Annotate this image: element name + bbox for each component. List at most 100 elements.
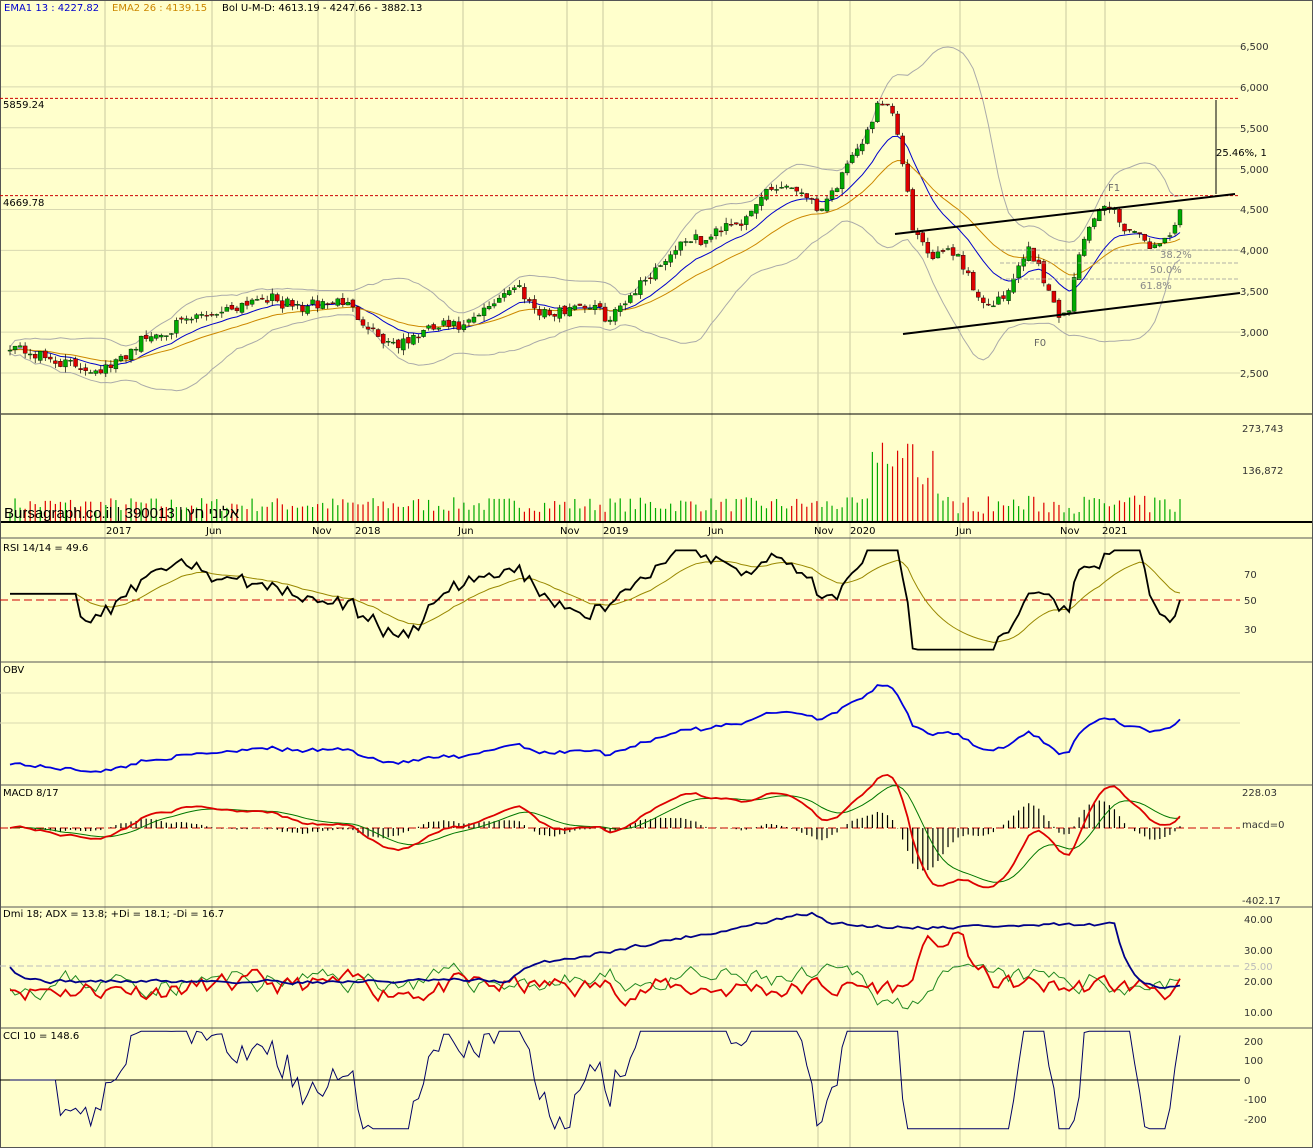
volume-bar [59,501,62,521]
volume-bar [392,503,394,521]
volume-bar [634,509,636,521]
volume-bar [876,462,879,521]
candle-body [280,300,285,309]
volume-bar [311,507,314,521]
volume-bar [95,511,97,521]
volume-bar [589,498,591,521]
volume-bar [735,498,737,521]
candle-body [254,299,260,301]
candle-body [264,300,270,303]
volume-bar [786,508,788,521]
cci-tick: 100 [1244,1056,1263,1067]
volume-bar [276,498,278,521]
volume-bar [155,498,157,521]
candle-body [224,307,230,312]
volume-bar [533,510,536,521]
candle-body [461,324,467,330]
candle-body [315,300,320,309]
candle-body [88,372,93,374]
candle-body [809,198,815,200]
price-panel [0,46,1241,392]
candle-body [638,280,643,295]
candle-body [128,348,134,360]
volume-bar [675,511,677,521]
volume-bar [165,506,167,521]
candle-body [123,355,129,360]
obv-title: OBV [3,665,24,676]
volume-bar [700,511,702,521]
volume-bar [488,498,490,521]
x-label: 2017 [106,526,131,537]
volume-bar [110,498,112,521]
volume-bar [1154,497,1156,521]
candle-body [446,319,451,327]
candle-body [965,270,971,274]
candle-body [22,345,28,354]
candle-body [300,305,305,312]
candle-body [1006,290,1011,301]
candle-body [537,309,542,316]
volume-bar [49,500,51,521]
candle-body [890,105,895,114]
volume-bar [1108,506,1110,521]
volume-bar [861,499,863,521]
candle-body [935,251,941,259]
candle-body [794,186,799,192]
volume-bar [639,497,641,521]
candle-body [582,305,588,309]
volume-bar [1164,499,1166,521]
candle-body [184,318,189,321]
volume-bar [105,505,107,521]
obv-line [9,684,1181,773]
volume-bar [206,503,208,521]
candle-body [7,349,13,352]
volume-bar [569,508,571,521]
volume-bar [992,511,995,521]
dmi-tick: 20.00 [1244,977,1273,988]
candle-body [955,254,961,257]
candle-body [839,172,845,189]
candle-body [996,296,1001,305]
volume-bar [846,497,848,521]
volume-bar [715,509,717,521]
volume-bar [422,510,425,521]
plus-di-line [9,931,1181,1007]
volume-bar [584,506,586,521]
volume-bar [826,501,828,521]
volume-bar [1028,495,1030,521]
candle-body [138,335,144,352]
candle-body [259,297,265,300]
volume-bar [816,501,818,521]
candle-body [930,251,936,259]
volume-bar [806,506,808,521]
rsi-tick: 50 [1244,596,1257,607]
candle-body [416,336,421,339]
candle-body [1147,241,1152,249]
x-label: 2019 [603,526,628,537]
candle-body [1051,290,1057,303]
candle-body [507,290,512,295]
volume-bar [427,499,430,521]
candle-body [1071,277,1077,312]
volume-tick-mid: 136,872 [1242,466,1283,477]
volume-bar [438,505,440,521]
candle-body [910,189,915,231]
volume-bar [367,501,369,521]
candle-body [920,232,926,243]
candle-body [829,190,835,200]
volume-bar [266,506,268,521]
candle-body [12,345,18,351]
volume-bar [508,498,510,521]
candle-body [587,307,593,310]
volume-bar [770,501,773,521]
volume-bar [362,504,364,521]
candle-body [557,307,562,319]
volume-bar [115,500,117,521]
candle-body [27,353,33,356]
candle-body [219,311,225,314]
volume-bar [1053,501,1055,521]
candle-body [784,185,789,188]
dmi-title: Dmi 18; ADX = 13.8; +Di = 18.1; -Di = 16… [3,909,224,920]
volume-bar [1128,497,1131,521]
